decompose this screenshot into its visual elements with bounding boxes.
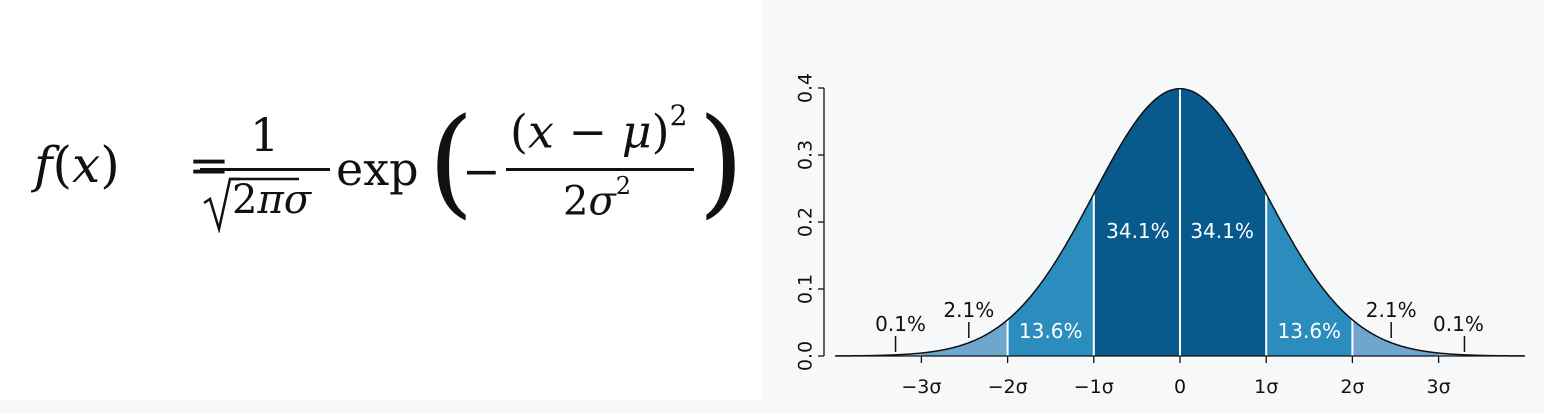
paren-close: ) <box>651 104 670 159</box>
minus-sign: − <box>462 144 501 198</box>
fraction2-denominator: 2σ2 <box>563 174 631 225</box>
normal-distribution-chart: 0.0 0.1 0.2 0.3 0.4 −3σ −2σ −1σ 0 1σ 2σ 3σ 2.1% 13.6%… <box>795 73 1525 398</box>
symbol-sigma: σ <box>283 177 312 223</box>
exponent-two: 2 <box>669 99 688 132</box>
paren-open: ( <box>52 136 73 194</box>
paren-close: ) <box>100 136 120 194</box>
big-paren-close: ) <box>698 92 745 230</box>
fraction1-denominator: 2πσ <box>232 180 311 220</box>
chart-panel: 0.0 0.1 0.2 0.3 0.4 −3σ −2σ −1σ 0 1σ 2σ 3σ 2.1% 13.6%… <box>762 0 1544 400</box>
equals-sign: = <box>188 136 230 194</box>
tail-label: 0.1% <box>875 312 926 336</box>
x-tick-label: 1σ <box>1254 376 1278 398</box>
region-label: 34.1% <box>1106 219 1170 243</box>
formula-panel: f(x) = 1 2πσ exp ( − (x − μ)2 2σ2 ) <box>0 0 762 400</box>
symbol-pi: π <box>257 177 284 223</box>
x-tick-label: 2σ <box>1340 376 1364 398</box>
big-paren-open: ( <box>428 92 475 230</box>
formula-lhs: f(x) <box>34 140 120 190</box>
symbol-x: x <box>72 136 101 194</box>
paren-open: ( <box>510 104 528 159</box>
tail-label: 0.1% <box>1433 312 1484 336</box>
exponent-two: 2 <box>615 172 632 200</box>
symbol-sigma: σ <box>588 178 616 225</box>
region-label: 2.1% <box>1366 298 1417 322</box>
exp-function: exp <box>336 142 419 196</box>
x-tick-label: −2σ <box>988 376 1028 398</box>
region-5 <box>1352 319 1439 356</box>
y-tick-label: 0.2 <box>795 207 817 237</box>
region-label: 13.6% <box>1019 319 1083 343</box>
region-0 <box>921 319 1008 356</box>
digit-two: 2 <box>563 178 589 225</box>
symbol-x: x <box>527 104 554 159</box>
region-label: 2.1% <box>943 298 994 322</box>
region-label: 34.1% <box>1190 219 1254 243</box>
y-tick-label: 0.1 <box>795 274 817 304</box>
fraction2-numerator: (x − μ)2 <box>510 102 687 155</box>
region-label: 13.6% <box>1278 319 1342 343</box>
symbol-mu: μ <box>621 104 652 159</box>
symbol-f: f <box>34 136 53 194</box>
y-tick-label: 0.3 <box>795 140 817 170</box>
x-tick-label: −1σ <box>1074 376 1114 398</box>
x-tick-label: −3σ <box>901 376 941 398</box>
sqrt-radical <box>203 177 240 233</box>
sqrt-overline <box>229 177 299 181</box>
y-tick-label: 0.0 <box>795 341 817 371</box>
density-curve <box>835 87 1525 357</box>
y-tick-label: 0.4 <box>795 73 817 103</box>
minus-sign: − <box>568 104 608 159</box>
digit-two: 2 <box>232 177 258 223</box>
x-tick-label: 0 <box>1174 376 1186 398</box>
fraction1-bar <box>200 168 330 171</box>
fraction2-bar <box>506 168 694 171</box>
sqrt-radical-stroke <box>203 177 240 233</box>
x-tick-label: 3σ <box>1427 376 1451 398</box>
fraction1-numerator: 1 <box>250 108 280 162</box>
